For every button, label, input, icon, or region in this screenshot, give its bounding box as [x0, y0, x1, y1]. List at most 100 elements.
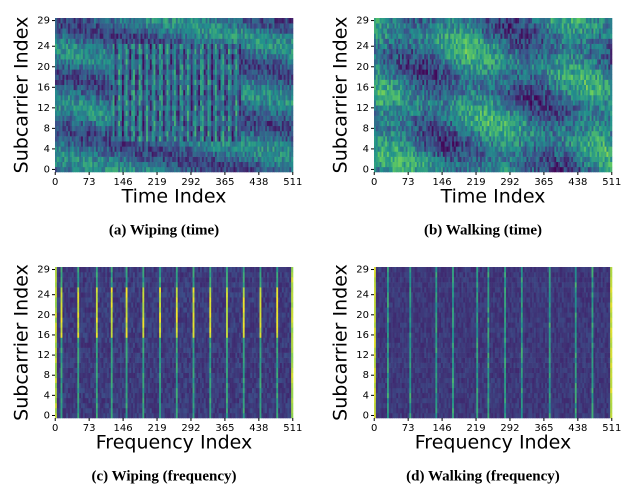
- heatmap-cell: [101, 90, 103, 95]
- heatmap-cell: [269, 157, 271, 162]
- heatmap-cell: [161, 141, 163, 146]
- heatmap-cell: [413, 136, 415, 141]
- heatmap-cell: [269, 39, 271, 44]
- heatmap-cell: [374, 157, 376, 162]
- heatmap-cell: [176, 116, 178, 121]
- heatmap-cell: [260, 95, 262, 100]
- heatmap-cell: [170, 59, 172, 64]
- heatmap-cell: [66, 167, 68, 172]
- heatmap-cell: [411, 85, 413, 90]
- heatmap-cell: [85, 28, 87, 33]
- heatmap-cell: [150, 28, 152, 33]
- heatmap-cell: [154, 18, 156, 23]
- heatmap-cell: [66, 100, 68, 105]
- heatmap-cell: [278, 59, 280, 64]
- heatmap-cell: [394, 85, 396, 90]
- heatmap-cell: [263, 59, 265, 64]
- heatmap-cell: [284, 44, 286, 49]
- heatmap-cell: [159, 167, 161, 172]
- heatmap-cell: [282, 44, 284, 49]
- heatmap-cell: [398, 28, 400, 33]
- heatmap-cell: [157, 49, 159, 54]
- heatmap-cell: [72, 33, 74, 38]
- heatmap-cell: [432, 110, 434, 115]
- heatmap-cell: [180, 33, 182, 38]
- heatmap-cell: [426, 95, 428, 100]
- heatmap-cell: [55, 157, 57, 162]
- heatmap-cell: [243, 141, 245, 146]
- heatmap-cell: [428, 64, 430, 69]
- heatmap-cell: [387, 23, 389, 28]
- heatmap-cell: [273, 85, 275, 90]
- heatmap-cell: [187, 74, 189, 79]
- heatmap-cell: [196, 162, 198, 167]
- heatmap-cell: [237, 44, 239, 49]
- heatmap-cell: [94, 157, 96, 162]
- heatmap-cell: [213, 90, 215, 95]
- heatmap-cell: [400, 23, 402, 28]
- heatmap-cell: [174, 33, 176, 38]
- heatmap-cell: [159, 146, 161, 151]
- heatmap-cell: [215, 18, 217, 23]
- heatmap-cell: [101, 100, 103, 105]
- heatmap-cell: [443, 167, 445, 172]
- heatmap-cell: [280, 49, 282, 54]
- heatmap-cell: [185, 126, 187, 131]
- heatmap-cell: [276, 157, 278, 162]
- heatmap-cell: [378, 100, 380, 105]
- heatmap-cell: [434, 80, 436, 85]
- heatmap-cell: [172, 151, 174, 156]
- heatmap-cell: [239, 39, 241, 44]
- heatmap-cell: [284, 151, 286, 156]
- heatmap-cell: [74, 23, 76, 28]
- heatmap-cell: [407, 59, 409, 64]
- heatmap-cell: [94, 151, 96, 156]
- heatmap-cell: [109, 23, 111, 28]
- heatmap-cell: [215, 116, 217, 121]
- heatmap-cell: [284, 18, 286, 23]
- heatmap-cell: [250, 141, 252, 146]
- heatmap-cell: [101, 105, 103, 110]
- heatmap-cell: [172, 116, 174, 121]
- heatmap-cell: [420, 80, 422, 85]
- heatmap-cell: [133, 74, 135, 79]
- heatmap-cell: [170, 64, 172, 69]
- heatmap-cell: [85, 80, 87, 85]
- heatmap-cell: [265, 23, 267, 28]
- heatmap-cell: [98, 59, 100, 64]
- heatmap-cell: [178, 33, 180, 38]
- heatmap-cell: [131, 126, 133, 131]
- heatmap-cell: [79, 54, 81, 59]
- heatmap-cell: [286, 95, 288, 100]
- heatmap-cell: [83, 100, 85, 105]
- heatmap-cell: [391, 69, 393, 74]
- heatmap-cell: [400, 131, 402, 136]
- heatmap-cell: [198, 59, 200, 64]
- heatmap-cell: [178, 110, 180, 115]
- heatmap-cell: [200, 59, 202, 64]
- heatmap-cell: [183, 80, 185, 85]
- heatmap-cell: [241, 44, 243, 49]
- heatmap-cell: [428, 18, 430, 23]
- heatmap-cell: [142, 23, 144, 28]
- heatmap-cell: [256, 100, 258, 105]
- heatmap-cell: [419, 64, 421, 69]
- heatmap-cell: [430, 69, 432, 74]
- heatmap-cell: [432, 146, 434, 151]
- heatmap-cell: [109, 59, 111, 64]
- heatmap-cell: [213, 162, 215, 167]
- heatmap-cell: [393, 100, 395, 105]
- heatmap-cell: [287, 136, 289, 141]
- heatmap-cell: [415, 136, 417, 141]
- heatmap-cell: [96, 49, 98, 54]
- heatmap-cell: [150, 146, 152, 151]
- heatmap-cell: [286, 100, 288, 105]
- heatmap-cell: [286, 136, 288, 141]
- heatmap-cell: [98, 95, 100, 100]
- heatmap-cell: [213, 80, 215, 85]
- heatmap-cell: [146, 80, 148, 85]
- heatmap-cell: [398, 59, 400, 64]
- heatmap-cell: [413, 49, 415, 54]
- heatmap-cell: [247, 18, 249, 23]
- heatmap-cell: [96, 105, 98, 110]
